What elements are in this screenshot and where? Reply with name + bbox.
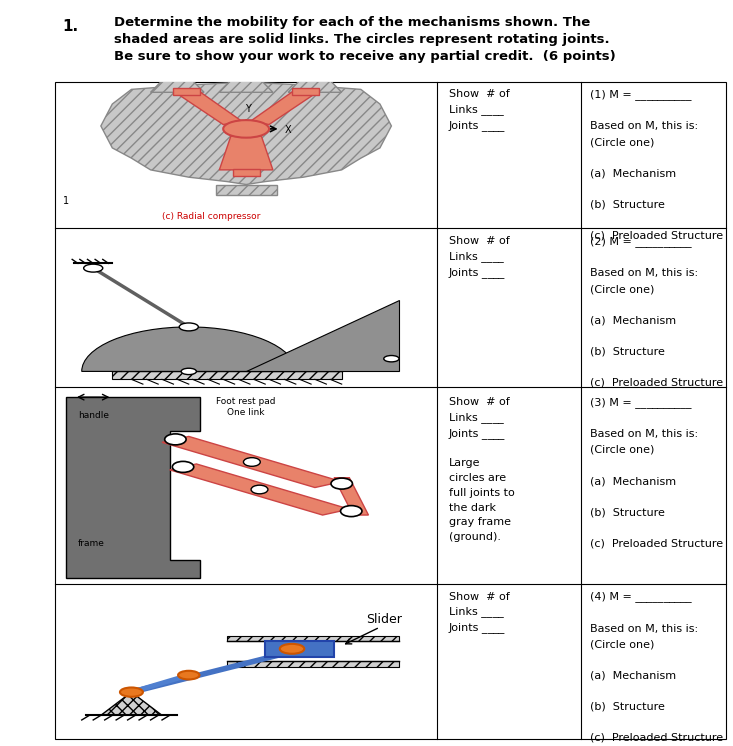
Bar [55,82,726,739]
Text: (2) M = __________

Based on M, this is:
(Circle one)

(a)  Mechanism

(b)  Stru: (2) M = __________ Based on M, this is: … [590,236,723,388]
Text: X: X [284,125,291,134]
Polygon shape [67,397,200,578]
Circle shape [180,323,199,331]
Polygon shape [288,81,342,93]
Text: (c) Radial compressor: (c) Radial compressor [162,212,260,221]
Text: Foot rest pad
One link: Foot rest pad One link [216,397,276,416]
Circle shape [251,485,268,494]
Text: Slider: Slider [366,612,402,626]
Bar [174,88,200,95]
Circle shape [120,688,143,697]
Text: Determine the mobility for each of the mechanisms shown. The
shaded areas are so: Determine the mobility for each of the m… [114,16,616,63]
Circle shape [165,434,186,445]
Text: 1.: 1. [62,19,78,34]
Bar [227,661,399,667]
Bar [265,641,334,656]
Polygon shape [169,464,350,515]
Polygon shape [177,90,243,125]
Text: (1) M = __________

Based on M, this is:
(Circle one)

(a)  Mechanism

(b)  Stru: (1) M = __________ Based on M, this is: … [590,90,723,241]
Circle shape [181,369,196,374]
Circle shape [280,644,304,653]
Polygon shape [112,372,342,380]
Polygon shape [150,81,204,93]
Polygon shape [250,90,315,125]
Circle shape [384,356,399,362]
Circle shape [243,457,260,466]
Text: Show  # of
Links ____
Joints ____

Large
circles are
full joints to
the dark
gra: Show # of Links ____ Joints ____ Large c… [449,397,515,542]
Polygon shape [334,477,369,515]
Polygon shape [216,184,276,195]
Text: handle: handle [78,411,109,420]
Polygon shape [101,692,162,715]
Bar [292,88,319,95]
Polygon shape [219,81,273,93]
Polygon shape [246,300,399,372]
Circle shape [84,264,103,272]
Circle shape [223,120,269,138]
Text: Show  # of
Links ____
Joints ____: Show # of Links ____ Joints ____ [449,90,509,131]
Text: (3) M = __________

Based on M, this is:
(Circle one)

(a)  Mechanism

(b)  Stru: (3) M = __________ Based on M, this is: … [590,397,723,548]
Circle shape [178,671,199,680]
Text: frame: frame [78,539,105,548]
Text: Show  # of
Links ____
Joints ____: Show # of Links ____ Joints ____ [449,236,509,278]
Circle shape [172,461,194,472]
Text: 1: 1 [62,196,69,207]
Circle shape [331,478,353,489]
Text: Y: Y [245,104,251,113]
Circle shape [341,506,362,517]
Text: (4) M = __________

Based on M, this is:
(Circle one)

(a)  Mechanism

(b)  Stru: (4) M = __________ Based on M, this is: … [590,592,723,743]
Text: Show  # of
Links ____
Joints ____: Show # of Links ____ Joints ____ [449,592,509,633]
Bar [233,169,259,177]
Bar [227,636,399,641]
Polygon shape [162,436,342,488]
Polygon shape [101,82,391,184]
Wedge shape [82,327,296,372]
Polygon shape [219,137,273,170]
